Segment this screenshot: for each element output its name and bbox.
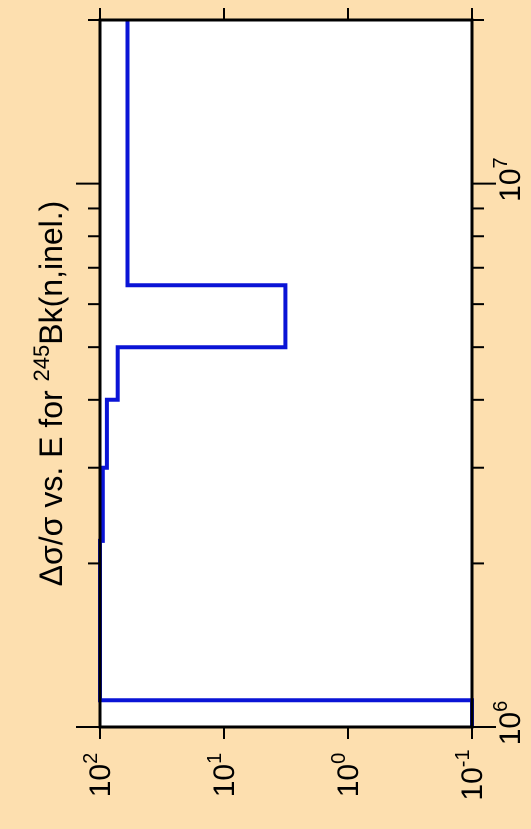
x-tick-label-1: 107 <box>490 157 527 202</box>
y-tick-label-1-base: 10 <box>208 764 241 797</box>
y-tick-label-1-exponent: 1 <box>204 753 226 764</box>
y-tick-label-3-base: 10 <box>456 767 489 800</box>
y-tick-label-0: 102 <box>80 753 117 798</box>
plot-frame <box>98 18 474 729</box>
y-tick-label-2: 100 <box>328 753 365 798</box>
x-tick-label-0-exponent: 6 <box>490 701 512 712</box>
y-tick-label-3-exponent: -1 <box>452 749 474 767</box>
x-tick-label-0: 106 <box>490 701 527 746</box>
y-tick-label-3: 10-1 <box>452 749 489 800</box>
chart-title-post: Bk(n,inel.) <box>33 201 69 345</box>
y-tick-label-0-exponent: 2 <box>80 753 102 764</box>
chart-title-pre: Δσ/σ vs. E for <box>33 381 69 586</box>
y-tick-label-2-base: 10 <box>332 764 365 797</box>
x-tick-label-0-base: 10 <box>494 712 527 745</box>
chart-title-sup: 245 <box>29 345 54 382</box>
plot-area <box>100 20 472 727</box>
y-tick-label-2-exponent: 0 <box>328 753 350 764</box>
x-tick-label-1-base: 10 <box>494 168 527 201</box>
x-tick-label-1-exponent: 7 <box>490 157 512 168</box>
y-tick-label-0-base: 10 <box>84 764 117 797</box>
chart-title: Δσ/σ vs. E for 245Bk(n,inel.) <box>29 201 69 587</box>
y-tick-label-1: 101 <box>204 753 241 798</box>
